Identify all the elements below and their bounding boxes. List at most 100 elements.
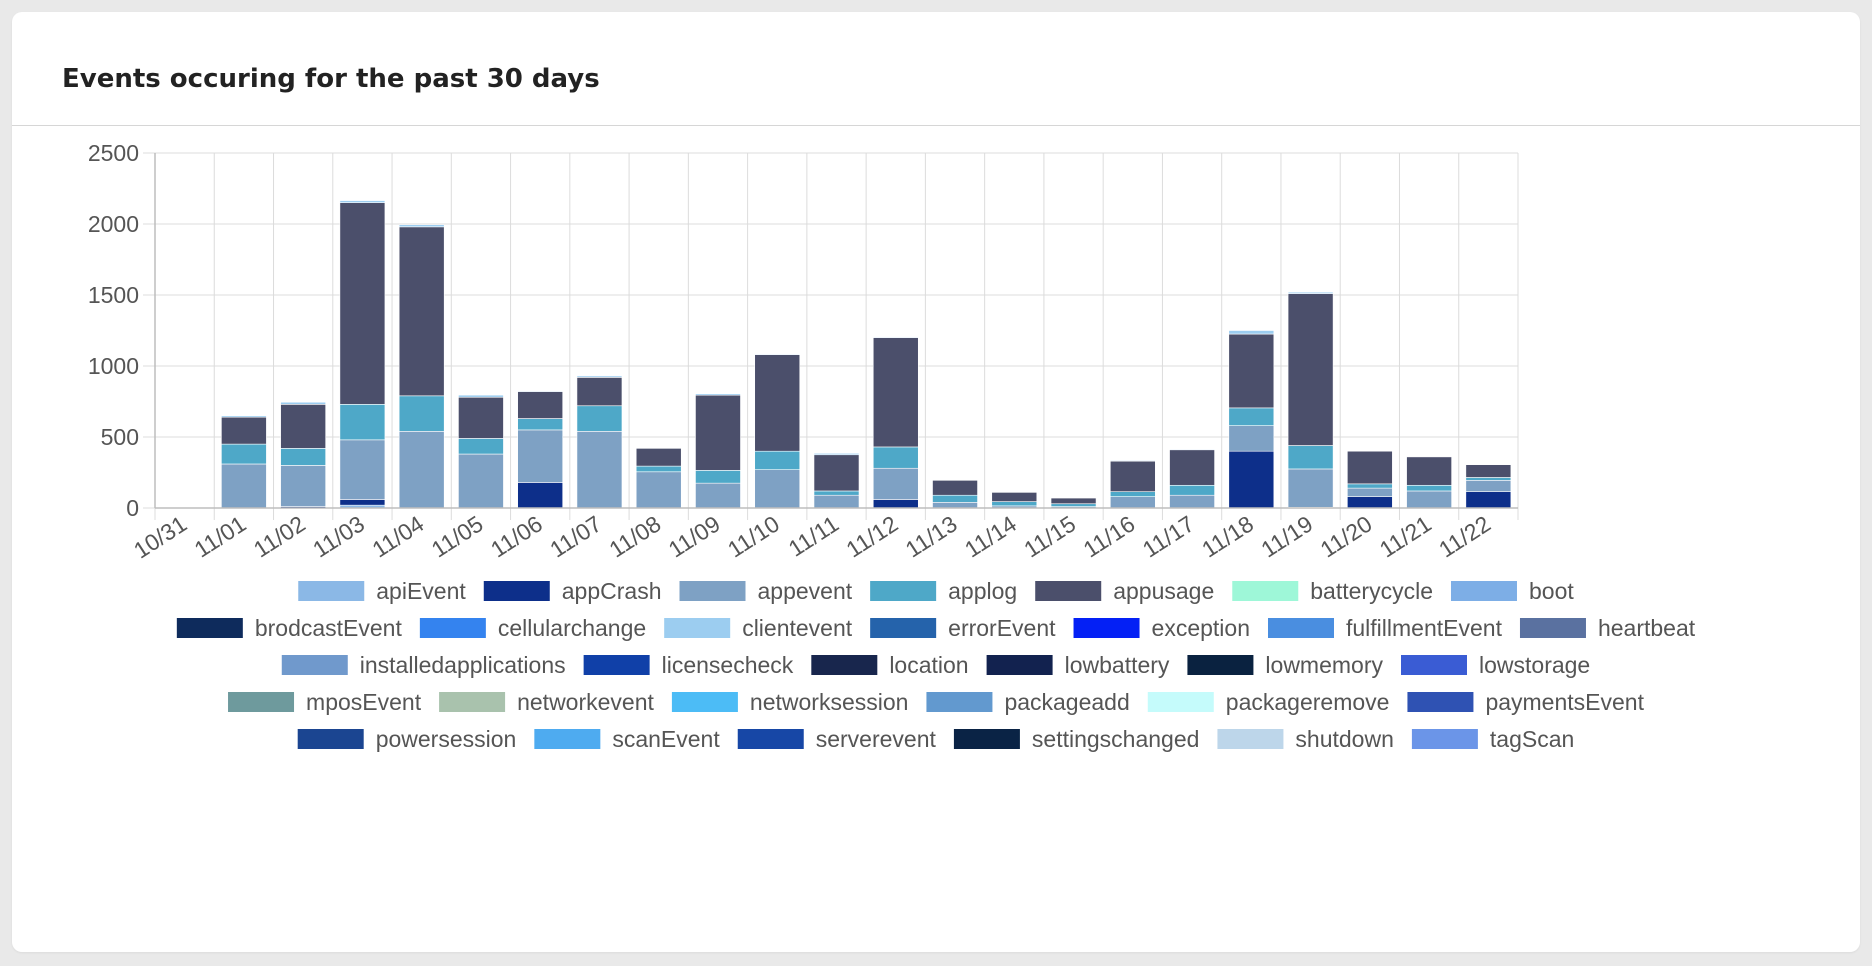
legend-label[interactable]: appevent [758, 578, 853, 604]
legend-label[interactable]: mposEvent [306, 689, 422, 715]
legend-item-packageremove[interactable]: packageremove [1147, 689, 1390, 715]
legend-swatch[interactable] [1407, 692, 1474, 712]
legend-swatch[interactable] [583, 655, 650, 675]
legend-item-packageadd[interactable]: packageadd [926, 689, 1130, 715]
bar-segment-appevent[interactable] [1406, 490, 1452, 509]
bar-segment-appusage[interactable] [932, 480, 978, 496]
bar-segment-appevent[interactable] [754, 469, 801, 509]
legend-item-errorEvent[interactable]: errorEvent [870, 615, 1056, 641]
legend-label[interactable]: heartbeat [1598, 615, 1696, 641]
legend-swatch[interactable] [1450, 581, 1517, 601]
bar-segment-appusage[interactable] [576, 377, 623, 407]
legend-item-heartbeat[interactable]: heartbeat [1519, 615, 1696, 641]
legend-label[interactable]: batterycycle [1310, 578, 1433, 604]
bar-segment-appusage[interactable] [872, 337, 919, 448]
legend-item-fulfillmentEvent[interactable]: fulfillmentEvent [1268, 615, 1503, 641]
bar-segment-appCrash[interactable] [517, 482, 564, 509]
bar-segment-appCrash[interactable] [339, 499, 386, 506]
legend-item-tagScan[interactable]: tagScan [1411, 726, 1574, 752]
legend-item-shutdown[interactable]: shutdown [1217, 726, 1394, 752]
legend-item-clientevent[interactable]: clientevent [664, 615, 853, 641]
bar-segment-applog[interactable] [1169, 484, 1215, 496]
legend-swatch[interactable] [1411, 729, 1478, 749]
bar-segment-appevent[interactable] [1347, 487, 1393, 497]
legend-label[interactable]: appusage [1113, 578, 1214, 604]
bar-segment-appusage[interactable] [1406, 456, 1452, 486]
bar-segment-applog[interactable] [517, 418, 564, 431]
bar-segment-appusage[interactable] [1465, 464, 1512, 478]
bar-segment-applog[interactable] [1228, 407, 1275, 426]
bar-segment-applog[interactable] [991, 501, 1038, 507]
bar-stack-11-08[interactable] [635, 448, 682, 509]
bar-segment-appusage[interactable] [517, 391, 564, 419]
legend-swatch[interactable] [534, 729, 601, 749]
bar-stack-11-07[interactable] [576, 375, 623, 509]
bar-stack-11-21[interactable] [1406, 456, 1452, 509]
legend-swatch[interactable] [228, 692, 295, 712]
legend-swatch[interactable] [1147, 692, 1214, 712]
bar-segment-appevent[interactable] [339, 439, 386, 500]
bar-segment-applog[interactable] [813, 490, 860, 496]
legend-label[interactable]: fulfillmentEvent [1346, 615, 1503, 641]
legend-swatch[interactable] [1035, 581, 1102, 601]
bar-segment-appCrash[interactable] [872, 499, 919, 509]
legend[interactable]: apiEvent appCrash appevent applog appusage ba… [176, 578, 1696, 752]
legend-label[interactable]: networkevent [517, 689, 654, 715]
legend-label[interactable]: applog [948, 578, 1017, 604]
bar-segment-applog[interactable] [339, 404, 386, 441]
bar-segment-applog[interactable] [1347, 483, 1393, 489]
legend-swatch[interactable] [1519, 618, 1586, 638]
legend-item-scanEvent[interactable]: scanEvent [534, 726, 720, 752]
legend-label[interactable]: licensecheck [662, 652, 794, 678]
bar-segment-appCrash[interactable] [1347, 496, 1393, 509]
bar-segment-appusage[interactable] [458, 396, 504, 439]
legend-label[interactable]: networksession [750, 689, 909, 715]
legend-item-appCrash[interactable]: appCrash [483, 578, 662, 604]
bar-segment-appevent[interactable] [1109, 496, 1156, 509]
legend-item-powersession[interactable]: powersession [297, 726, 517, 752]
bar-segment-appusage[interactable] [1228, 333, 1275, 409]
bar-segment-appusage[interactable] [280, 404, 326, 449]
bar-stack-11-17[interactable] [1169, 448, 1215, 509]
bar-segment-clientevent[interactable] [1228, 330, 1275, 335]
legend-item-lowmemory[interactable]: lowmemory [1187, 652, 1383, 678]
bar-stack-11-15[interactable] [1050, 497, 1097, 509]
legend-label[interactable]: powersession [376, 726, 517, 752]
legend-item-lowstorage[interactable]: lowstorage [1401, 652, 1590, 678]
legend-label[interactable]: shutdown [1295, 726, 1393, 752]
bar-stack-11-04[interactable] [398, 224, 445, 509]
bar-segment-applog[interactable] [872, 446, 919, 469]
legend-label[interactable]: serverevent [816, 726, 937, 752]
bar-segment-applog[interactable] [754, 450, 801, 470]
bar-segment-appusage[interactable] [1169, 449, 1215, 486]
legend-swatch[interactable] [953, 729, 1020, 749]
legend-item-networksession[interactable]: networksession [671, 689, 909, 715]
bar-stack-11-14[interactable] [991, 492, 1038, 509]
legend-label[interactable]: lowmemory [1265, 652, 1383, 678]
bar-segment-appusage[interactable] [339, 202, 386, 405]
legend-swatch[interactable] [1268, 618, 1334, 638]
legend-swatch[interactable] [1232, 581, 1299, 601]
bar-segment-appevent[interactable] [813, 494, 860, 509]
legend-label[interactable]: cellularchange [498, 615, 646, 641]
bar-segment-appevent[interactable] [1287, 468, 1334, 508]
legend-swatch[interactable] [986, 655, 1053, 675]
bar-segment-clientevent[interactable] [813, 453, 860, 456]
bar-segment-clientevent[interactable] [1287, 291, 1334, 294]
bar-stack-11-16[interactable] [1109, 460, 1156, 509]
legend-label[interactable]: exception [1152, 615, 1250, 641]
bar-segment-appevent[interactable] [280, 465, 326, 507]
bar-segment-applog[interactable] [695, 470, 741, 484]
bar-segment-applog[interactable] [1109, 491, 1156, 497]
legend-label[interactable]: clientevent [742, 615, 853, 641]
bar-segment-appevent[interactable] [1169, 494, 1215, 509]
bar-segment-appusage[interactable] [1347, 450, 1393, 485]
legend-label[interactable]: settingschanged [1032, 726, 1200, 752]
bar-stack-11-18[interactable] [1228, 330, 1275, 509]
bar-segment-applog[interactable] [1465, 477, 1512, 481]
bar-segment-appCrash[interactable] [1465, 491, 1512, 509]
legend-swatch[interactable] [870, 618, 937, 638]
bar-segment-appusage[interactable] [991, 492, 1038, 502]
bar-stack-11-09[interactable] [695, 393, 741, 509]
legend-item-settingschanged[interactable]: settingschanged [953, 726, 1200, 752]
